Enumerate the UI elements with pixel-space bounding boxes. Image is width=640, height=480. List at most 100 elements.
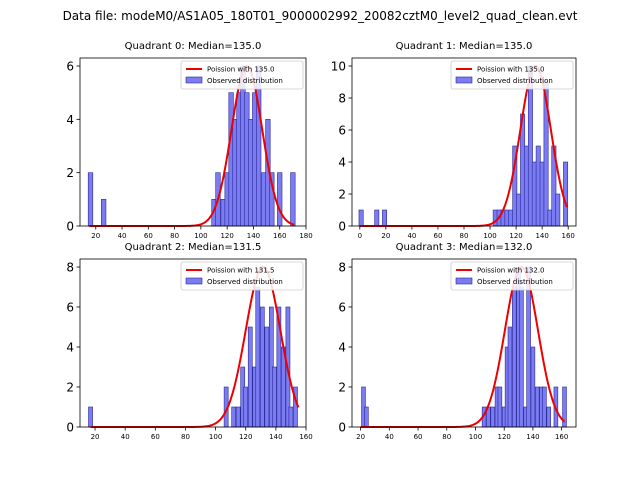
x-tick-label: 60 <box>144 232 153 240</box>
x-tick-label: 140 <box>247 232 260 240</box>
axes-frame <box>351 258 577 428</box>
quadrant-2-panel: Quadrant 2: Median=131.520 40 60 80 100 120 14… <box>66 242 312 441</box>
x-tick-label: 20 <box>91 433 100 441</box>
y-tick-label: 4 <box>66 113 74 127</box>
histogram-bar <box>512 286 517 428</box>
histogram-bar <box>272 366 277 428</box>
legend: Poission with 131.5 Observed distribution <box>180 261 304 291</box>
x-tick-label: 80 <box>442 433 451 441</box>
y-tick-label: 6 <box>66 301 74 315</box>
quadrant-2-title: Quadrant 2: Median=131.5 <box>125 242 262 253</box>
histogram-bar <box>264 326 270 428</box>
x-tick-label: 20 <box>91 232 100 240</box>
x-tick-label: 20 <box>356 433 365 441</box>
y-tick-label: 6 <box>66 60 74 74</box>
legend-observed-label: Observed distribution <box>477 77 553 85</box>
histogram-bar <box>507 326 513 428</box>
quadrant-3-panel: Quadrant 3: Median=132.020 40 60 80 100 120 14… <box>338 242 577 441</box>
y-tick-label: 6 <box>338 124 346 138</box>
legend-observed-swatch <box>185 277 203 285</box>
x-tick-label: 40 <box>407 232 416 240</box>
histogram-bar <box>235 406 241 428</box>
x-tick-label: 160 <box>561 232 574 240</box>
y-tick-label: 8 <box>338 261 346 275</box>
x-tick-label: 40 <box>385 433 394 441</box>
y-tick-label: 10 <box>331 60 346 74</box>
x-tick-label: 40 <box>118 232 127 240</box>
x-tick-label: 0 <box>358 232 362 240</box>
legend-box <box>450 60 574 90</box>
x-tick-label: 160 <box>273 232 286 240</box>
quadrant-1-panel: Quadrant 1: Median=135.00 20 40 60 80 100 120 1… <box>331 41 577 240</box>
y-tick-label: 6 <box>338 301 346 315</box>
x-tick-label: 160 <box>555 433 568 441</box>
x-tick-label: 160 <box>299 433 312 441</box>
axes-frame <box>79 57 307 227</box>
x-tick-label: 100 <box>469 433 482 441</box>
x-tick-label: 60 <box>433 232 442 240</box>
legend-observed-label: Observed distribution <box>207 77 283 85</box>
legend-box <box>180 60 304 90</box>
histogram-bar <box>382 209 388 227</box>
histogram-bar <box>563 161 569 227</box>
x-tick-label: 40 <box>121 433 130 441</box>
x-tick-label: 80 <box>181 433 190 441</box>
x-tick-label: 100 <box>209 433 222 441</box>
y-tick-label: 0 <box>338 421 346 435</box>
figure-title: Data file: modeM0/AS1A05_180T01_90000029… <box>63 9 578 23</box>
histogram-bar <box>101 199 107 227</box>
x-tick-label: 20 <box>381 232 390 240</box>
histogram-bar <box>490 406 495 428</box>
legend-fit-label: Poission with 135.0 <box>207 66 275 74</box>
y-tick-label: 0 <box>66 220 74 234</box>
legend: Poission with 135.0 Observed distribution <box>180 60 304 90</box>
histogram-bar <box>88 406 93 428</box>
histogram-bar <box>358 209 364 227</box>
x-tick-label: 80 <box>460 232 469 240</box>
y-tick-label: 4 <box>338 156 346 170</box>
legend-fit-label: Poission with 135.0 <box>477 66 545 74</box>
x-tick-label: 60 <box>151 433 160 441</box>
y-tick-label: 8 <box>66 261 74 275</box>
x-tick-label: 140 <box>269 433 282 441</box>
histogram-bar <box>374 209 380 227</box>
x-tick-label: 100 <box>483 232 496 240</box>
quadrant-0-title: Quadrant 0: Median=135.0 <box>125 41 262 52</box>
histogram-bar <box>546 406 551 428</box>
histogram-bar <box>243 386 249 428</box>
histogram-bar <box>542 386 547 428</box>
x-tick-label: 180 <box>299 232 312 240</box>
legend: Poission with 132.0 Observed distribution <box>450 261 574 291</box>
histogram-bar <box>364 406 369 428</box>
histogram-bar <box>290 172 296 227</box>
histogram-bar <box>530 346 536 428</box>
y-tick-label: 4 <box>66 341 74 355</box>
histogram-bar <box>288 406 294 428</box>
histogram-bar <box>534 386 540 428</box>
legend-fit-label: Poission with 131.5 <box>207 267 275 275</box>
histogram-bar <box>255 286 261 428</box>
axes-frame <box>79 258 307 428</box>
legend-box <box>180 261 304 291</box>
quadrant-0-panel: Quadrant 0: Median=135.020 40 60 80 100 120 14… <box>66 41 312 240</box>
y-tick-label: 2 <box>338 188 346 202</box>
histogram-bar <box>555 193 561 227</box>
y-tick-label: 2 <box>338 381 346 395</box>
x-tick-label: 120 <box>220 232 233 240</box>
x-tick-label: 140 <box>535 232 548 240</box>
quadrant-1-title: Quadrant 1: Median=135.0 <box>396 41 533 52</box>
y-tick-label: 8 <box>338 92 346 106</box>
histogram-bar <box>497 386 503 428</box>
legend-observed-swatch <box>455 76 473 84</box>
legend-fit-label: Poission with 132.0 <box>477 267 545 275</box>
x-tick-label: 140 <box>526 433 539 441</box>
quadrant-3-title: Quadrant 3: Median=132.0 <box>396 242 533 253</box>
legend-observed-swatch <box>185 76 203 84</box>
histogram-bar <box>259 306 265 428</box>
x-tick-label: 120 <box>498 433 511 441</box>
x-tick-label: 120 <box>239 433 252 441</box>
histogram-bar <box>247 326 253 428</box>
legend: Poission with 135.0 Observed distribution <box>450 60 574 90</box>
y-tick-label: 0 <box>66 421 74 435</box>
